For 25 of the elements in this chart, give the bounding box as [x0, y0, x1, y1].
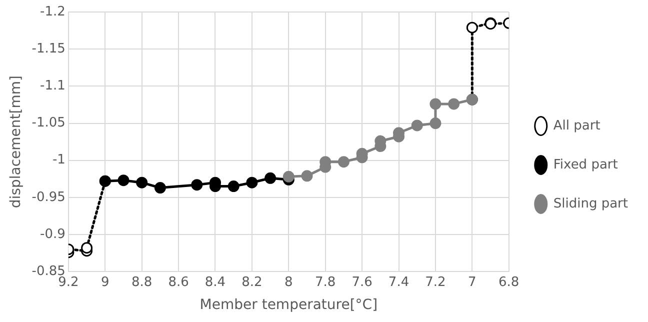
y-tick-label: -0.9	[40, 226, 66, 242]
legend-label: All part	[553, 118, 600, 134]
x-tick-label: 9	[101, 274, 110, 290]
x-tick-label: 8.6	[168, 274, 189, 290]
x-tick-label: 7.6	[352, 274, 372, 290]
x-tick-label: 7	[468, 274, 476, 290]
legend-label: Sliding part	[553, 196, 628, 212]
x-tick-label: 8.8	[132, 274, 152, 290]
x-tick-label: 8.2	[242, 274, 262, 290]
legend-label: Fixed part	[553, 157, 618, 172]
y-tick-label: -1.1	[40, 78, 66, 94]
x-axis-title: Member temperature[°C]	[200, 297, 378, 314]
x-tick-label: 7.8	[315, 274, 336, 290]
x-tick-label: 7.2	[425, 274, 446, 290]
x-tick-label: 8.4	[204, 274, 226, 290]
y-tick-label: -1.2	[40, 4, 66, 20]
x-tick-label: 8	[284, 274, 293, 290]
y-axis-title: displacement[mm]	[8, 76, 24, 208]
y-tick-label: -1	[52, 152, 66, 168]
x-tick-label: 6.8	[498, 274, 520, 290]
x-tick-label: 9.2	[58, 274, 79, 290]
y-tick-label: -1.05	[32, 116, 66, 131]
x-tick-label: 7.4	[388, 274, 410, 290]
y-tick-label: -1.15	[32, 41, 66, 56]
y-tick-label: -0.95	[32, 190, 66, 205]
